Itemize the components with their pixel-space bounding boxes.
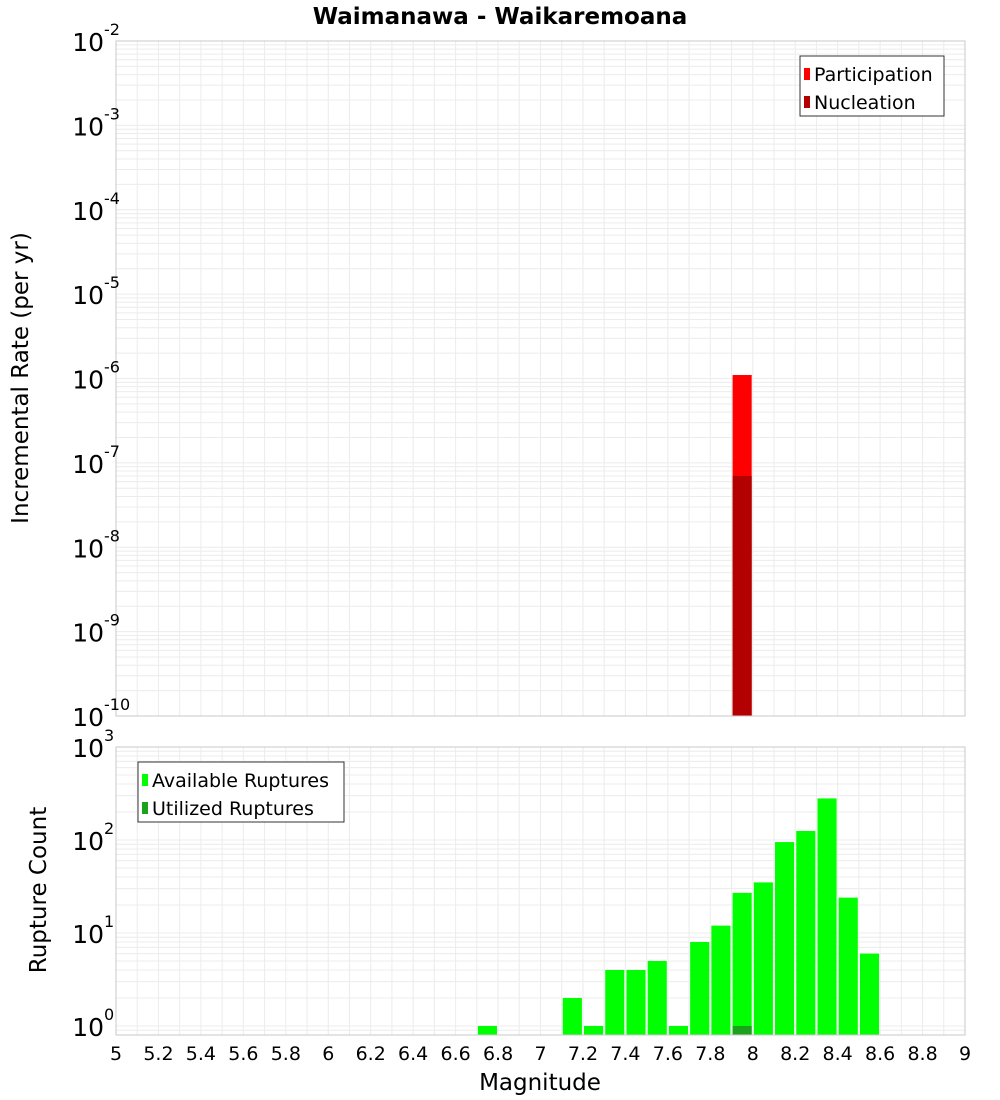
x-tick-label: 7.4 (610, 1043, 640, 1065)
bar (859, 953, 880, 1035)
y-tick-label: 10 (72, 534, 104, 563)
x-tick-label: 7.2 (568, 1043, 598, 1065)
bar (838, 897, 858, 1035)
y-tick-exponent: -7 (104, 442, 120, 461)
y-tick-exponent: -6 (104, 358, 120, 377)
x-tick-label: 6 (322, 1043, 334, 1065)
plot-border (115, 40, 966, 717)
x-tick-label: 5 (110, 1043, 122, 1065)
bar (562, 997, 582, 1035)
bar (605, 969, 625, 1035)
y-tick-exponent: 2 (104, 819, 114, 838)
legend-swatch (804, 68, 810, 80)
y-tick-label: 10 (72, 366, 104, 395)
bottom-panel: 10 010 110 210 35 5.2 5.4 5.6 5.8 6 6.2 6.4 6.6 6.8 7 7… (72, 726, 971, 1065)
y-tick-exponent: -5 (104, 273, 120, 292)
x-tick-label: 8.4 (823, 1043, 853, 1065)
top-y-axis-label: Incremental Rate (per yr) (8, 232, 34, 524)
x-tick-label: 5.4 (186, 1043, 216, 1065)
chart-title: Waimanawa - Waikaremoana (313, 4, 688, 30)
bar (711, 925, 731, 1035)
bar (584, 1025, 604, 1035)
legend-box (799, 55, 945, 117)
y-tick-label: 10 (72, 1013, 104, 1042)
x-tick-label: 6.6 (440, 1043, 470, 1065)
y-tick-exponent: -10 (104, 695, 130, 714)
legend: Available Ruptures Utilized Ruptures (137, 761, 345, 823)
legend-label: Nucleation (814, 92, 916, 114)
y-tick-label: 10 (72, 112, 104, 141)
y-tick-label: 10 (72, 450, 104, 479)
y-tick-label: 10 (72, 703, 104, 732)
x-tick-label: 6.4 (398, 1043, 428, 1065)
x-axis-label: Magnitude (479, 1070, 601, 1096)
y-tick-exponent: -2 (104, 20, 120, 39)
bar (753, 882, 773, 1035)
bar (732, 892, 752, 1035)
y-tick-exponent: -4 (104, 189, 120, 208)
y-tick-label: 10 (72, 281, 104, 310)
bar (732, 1025, 752, 1035)
legend-label: Utilized Ruptures (152, 798, 314, 820)
y-tick-label: 10 (72, 827, 104, 856)
y-tick-label: 10 (72, 619, 104, 648)
x-tick-label: 6.8 (483, 1043, 513, 1065)
y-tick-label: 10 (72, 734, 104, 763)
y-tick-label: 10 (72, 197, 104, 226)
bar (796, 830, 816, 1035)
x-tick-label: 8.2 (780, 1043, 810, 1065)
legend-swatch (142, 802, 148, 814)
bar (668, 1025, 689, 1035)
legend-swatch (142, 774, 148, 786)
top-panel: 10-210-310-410-510-610-710-810-910 -10Par… (72, 20, 966, 732)
bar (626, 969, 646, 1035)
x-tick-label: 5.8 (271, 1043, 301, 1065)
x-tick-label: 7 (534, 1043, 546, 1065)
grid (115, 40, 966, 717)
x-tick-label: 7.6 (653, 1043, 683, 1065)
y-tick-exponent: 1 (104, 912, 114, 931)
x-tick-label: 5.2 (143, 1043, 173, 1065)
y-tick-exponent: -8 (104, 526, 120, 545)
x-tick-label: 7.8 (695, 1043, 725, 1065)
y-tick-exponent: 0 (104, 1005, 114, 1024)
y-tick-label: 10 (72, 28, 104, 57)
x-tick-label: 8.8 (907, 1043, 937, 1065)
y-tick-exponent: -9 (104, 611, 120, 630)
x-tick-label: 8 (747, 1043, 759, 1065)
y-tick-exponent: -3 (104, 104, 120, 123)
x-tick-label: 8.6 (865, 1043, 895, 1065)
bar (690, 942, 710, 1035)
x-tick-label: 9 (959, 1043, 971, 1065)
legend: Participation Nucleation (799, 55, 945, 117)
plot-border (115, 746, 966, 1036)
y-tick-label: 10 (72, 920, 104, 949)
x-tick-label: 5.6 (228, 1043, 258, 1065)
legend-box (137, 761, 345, 823)
bar (775, 842, 795, 1035)
bar (477, 1025, 497, 1035)
bar (647, 960, 667, 1035)
legend-label: Available Ruptures (152, 770, 329, 792)
y-tick-exponent: 3 (104, 726, 114, 745)
legend-label: Participation (814, 64, 933, 86)
bar (817, 798, 837, 1035)
legend-swatch (804, 96, 810, 108)
bar (732, 475, 752, 716)
x-tick-label: 6.2 (356, 1043, 386, 1065)
bottom-y-axis-label: Rupture Count (26, 807, 52, 973)
